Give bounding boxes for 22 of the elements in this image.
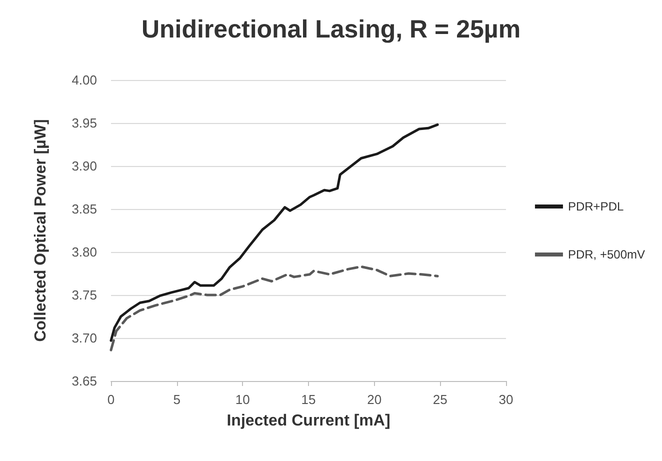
y-tick-label: 3.75 xyxy=(72,288,97,302)
y-tick-label: 3.80 xyxy=(72,244,97,260)
x-tick-label: 30 xyxy=(498,392,514,407)
y-tick-label: 4.00 xyxy=(72,72,97,88)
legend-label: PDR+PDL xyxy=(568,200,624,214)
chart-title: Unidirectional Lasing, R = 25µm xyxy=(141,16,521,44)
line-series xyxy=(110,265,439,352)
line-series xyxy=(110,123,439,342)
x-tick-label: 10 xyxy=(235,392,250,407)
x-tick-label: 0 xyxy=(107,392,115,407)
y-tick-label: 3.85 xyxy=(72,202,97,216)
x-tick-label: 25 xyxy=(432,392,448,407)
x-tick-label: 5 xyxy=(173,392,180,407)
x-tick-label: 15 xyxy=(301,392,316,407)
y-tick-label: 3.90 xyxy=(72,158,97,174)
x-axis-title: Injected Current [mA] xyxy=(226,412,390,430)
y-tick-label: 3.65 xyxy=(72,374,97,388)
y-axis-title: Collected Optical Power [µW] xyxy=(32,119,50,342)
y-tick-label: 3.70 xyxy=(72,330,97,346)
y-tick-label: 3.95 xyxy=(72,116,97,130)
legend-label: PDR, +500mV xyxy=(568,248,646,262)
x-tick-label: 20 xyxy=(367,392,382,407)
